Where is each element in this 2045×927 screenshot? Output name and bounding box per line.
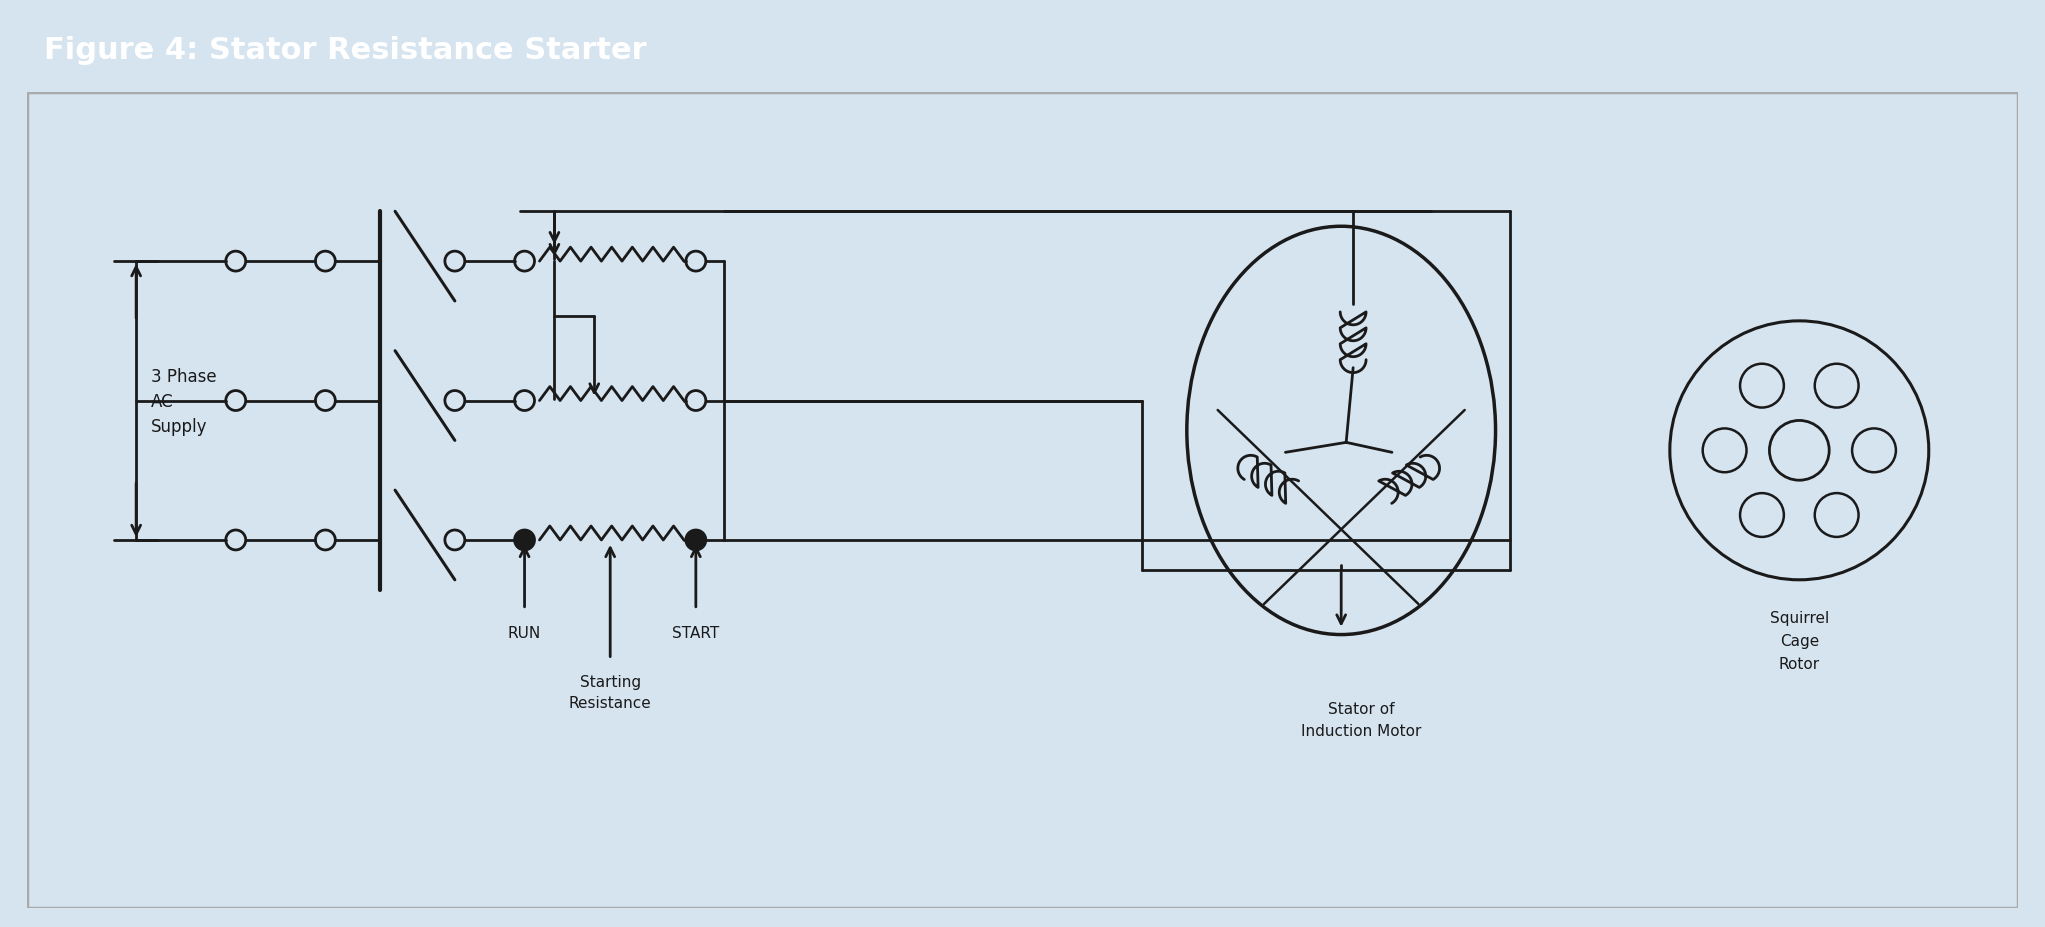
Text: RUN: RUN — [507, 625, 542, 640]
Text: Figure 4: Stator Resistance Starter: Figure 4: Stator Resistance Starter — [45, 35, 646, 65]
Circle shape — [515, 531, 534, 550]
Circle shape — [687, 531, 706, 550]
Text: Squirrel
Cage
Rotor: Squirrel Cage Rotor — [1769, 610, 1828, 672]
Text: Starting
Resistance: Starting Resistance — [569, 675, 652, 711]
Text: Stator of
Induction Motor: Stator of Induction Motor — [1301, 701, 1421, 738]
Text: START: START — [673, 625, 720, 640]
Text: 3 Phase
AC
Supply: 3 Phase AC Supply — [151, 367, 217, 435]
